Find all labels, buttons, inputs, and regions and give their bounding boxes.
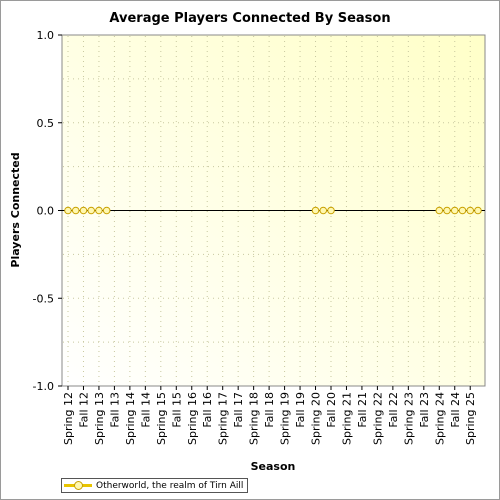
x-tick-label: Fall 22 bbox=[387, 392, 400, 428]
x-tick-label: Spring 16 bbox=[186, 392, 199, 445]
x-tick-label: Spring 19 bbox=[279, 392, 292, 445]
data-points bbox=[64, 206, 482, 215]
data-point bbox=[327, 206, 335, 215]
x-tick-label: Spring 13 bbox=[93, 392, 106, 445]
x-tick-label: Spring 25 bbox=[464, 392, 477, 445]
x-tick-label: Fall 12 bbox=[77, 392, 90, 428]
x-tick-label: Spring 23 bbox=[402, 392, 415, 445]
y-tick-label: -0.5 bbox=[33, 292, 54, 305]
x-tick-label: Fall 13 bbox=[108, 392, 121, 428]
data-point bbox=[474, 206, 482, 215]
data-point bbox=[319, 206, 328, 215]
data-point bbox=[450, 206, 459, 215]
data-point bbox=[458, 206, 467, 215]
data-point bbox=[102, 206, 111, 215]
y-tick-label: 0.5 bbox=[37, 117, 55, 130]
x-tick-label: Fall 18 bbox=[263, 392, 276, 428]
y-tick-label: 1.0 bbox=[37, 29, 55, 42]
x-tick-label: Fall 21 bbox=[356, 392, 369, 428]
x-tick-label: Spring 14 bbox=[124, 392, 137, 445]
x-tick-label: Fall 16 bbox=[201, 392, 214, 428]
data-point bbox=[95, 206, 103, 215]
grid-lines bbox=[63, 36, 484, 385]
x-tick-label: Spring 18 bbox=[248, 392, 261, 445]
x-tick-label: Fall 17 bbox=[232, 392, 245, 428]
x-tick-label: Spring 21 bbox=[340, 392, 353, 445]
x-tick-label: Spring 15 bbox=[155, 392, 168, 445]
x-tick-label: Fall 24 bbox=[449, 392, 462, 428]
y-tick-label: 0.0 bbox=[37, 205, 55, 218]
y-tick-label: -1.0 bbox=[33, 380, 54, 393]
chart-title: Average Players Connected By Season bbox=[109, 11, 390, 26]
legend-swatch bbox=[64, 480, 92, 491]
x-tick-label: Fall 23 bbox=[418, 392, 431, 428]
x-axis-ticks: Spring 12 Fall 12 Spring 13 Fall 13 Spring 1… bbox=[62, 386, 477, 445]
data-point bbox=[87, 206, 96, 215]
x-tick-label: Spring 24 bbox=[433, 392, 446, 445]
x-tick-label: Fall 19 bbox=[294, 392, 307, 428]
x-tick-label: Fall 14 bbox=[139, 392, 152, 428]
x-tick-label: Fall 20 bbox=[325, 392, 338, 428]
legend: Otherworld, the realm of Tirn Aill bbox=[61, 478, 248, 493]
data-point bbox=[435, 206, 444, 215]
data-point bbox=[79, 206, 88, 215]
data-point bbox=[71, 206, 80, 215]
y-axis-label: Players Connected bbox=[9, 152, 22, 267]
data-point bbox=[466, 206, 475, 215]
data-point bbox=[311, 206, 320, 215]
data-point bbox=[443, 206, 451, 215]
x-axis-label: Season bbox=[251, 460, 296, 473]
x-tick-label: Fall 15 bbox=[170, 392, 183, 428]
data-point bbox=[64, 206, 72, 215]
x-tick-label: Spring 17 bbox=[217, 392, 230, 445]
x-tick-label: Spring 22 bbox=[371, 392, 384, 445]
x-tick-label: Spring 12 bbox=[62, 392, 75, 445]
legend-series-name: Otherworld, the realm of Tirn Aill bbox=[96, 480, 244, 491]
x-tick-label: Spring 20 bbox=[310, 392, 323, 445]
y-axis-ticks: 1.0 0.5 0.0 -0.5 -1.0 bbox=[33, 29, 62, 393]
